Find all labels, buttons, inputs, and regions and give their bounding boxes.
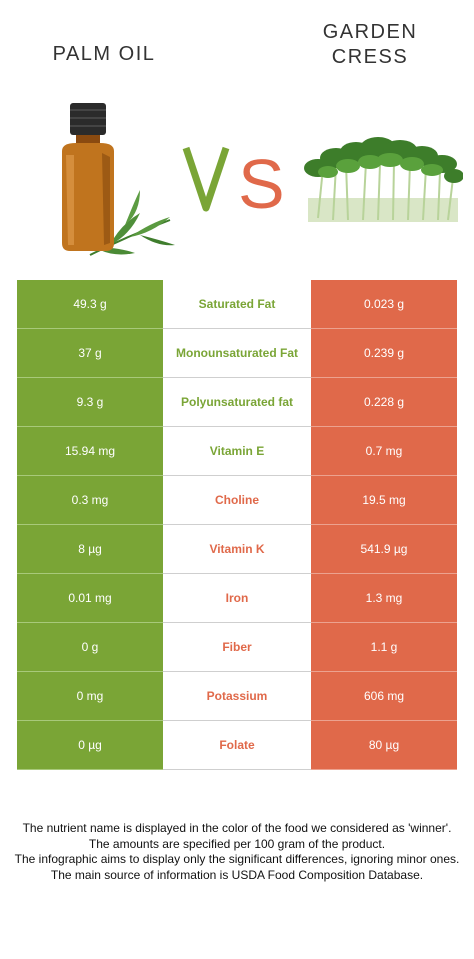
nutrient-name: Saturated Fat bbox=[163, 280, 311, 329]
nutrient-name: Fiber bbox=[163, 623, 311, 672]
garden-cress-illustration bbox=[304, 137, 463, 222]
table-row: 0.3 mg Choline 19.5 mg bbox=[17, 476, 457, 525]
footnote-line: The main source of information is USDA F… bbox=[50, 867, 424, 882]
footnote-line: The amounts are specified per 100 gram o… bbox=[88, 836, 386, 851]
garden-cress-value: 0.023 g bbox=[311, 280, 457, 329]
palm-oil-value: 9.3 g bbox=[17, 378, 163, 427]
palm-oil-value: 0 mg bbox=[17, 672, 163, 721]
nutrient-name: Polyunsaturated fat bbox=[163, 378, 311, 427]
nutrient-name: Monounsaturated Fat bbox=[163, 329, 311, 378]
vs-label: S bbox=[182, 145, 285, 218]
table-row: 8 µg Vitamin K 541.9 µg bbox=[17, 525, 457, 574]
palm-oil-value: 0 µg bbox=[17, 721, 163, 770]
table-row: 49.3 g Saturated Fat 0.023 g bbox=[17, 280, 457, 329]
garden-cress-value: 541.9 µg bbox=[311, 525, 457, 574]
footnote: The nutrient name is displayed in the co… bbox=[10, 821, 464, 883]
garden-cress-value: 19.5 mg bbox=[311, 476, 457, 525]
table-row: 0.01 mg Iron 1.3 mg bbox=[17, 574, 457, 623]
garden-cress-value: 606 mg bbox=[311, 672, 457, 721]
nutrient-name: Choline bbox=[163, 476, 311, 525]
garden-cress-value: 0.239 g bbox=[311, 329, 457, 378]
footnote-line: The nutrient name is displayed in the co… bbox=[22, 821, 452, 835]
palm-oil-value: 0.3 mg bbox=[17, 476, 163, 525]
palm-oil-value: 15.94 mg bbox=[17, 427, 163, 476]
table-row: 15.94 mg Vitamin E 0.7 mg bbox=[17, 427, 457, 476]
oil-bottle-illustration bbox=[62, 103, 175, 256]
nutrient-name: Potassium bbox=[163, 672, 311, 721]
table-row: 0 mg Potassium 606 mg bbox=[17, 672, 457, 721]
table-row: 9.3 g Polyunsaturated fat 0.228 g bbox=[17, 378, 457, 427]
palm-oil-value: 49.3 g bbox=[17, 280, 163, 329]
palm-oil-value: 37 g bbox=[17, 329, 163, 378]
palm-oil-value: 0.01 mg bbox=[17, 574, 163, 623]
garden-cress-value: 1.1 g bbox=[311, 623, 457, 672]
vs-s-letter: S bbox=[238, 145, 285, 218]
table-row: 0 µg Folate 80 µg bbox=[17, 721, 457, 770]
palm-oil-value: 8 µg bbox=[17, 525, 163, 574]
nutrient-name: Vitamin E bbox=[163, 427, 311, 476]
table-row: 37 g Monounsaturated Fat 0.239 g bbox=[17, 329, 457, 378]
food-title-left: PALM OIL bbox=[52, 43, 156, 65]
nutrient-name: Iron bbox=[163, 574, 311, 623]
table-row: 0 g Fiber 1.1 g bbox=[17, 623, 457, 672]
food-title-right: GARDEN CRESS bbox=[322, 21, 418, 68]
herb-leaves-icon bbox=[89, 190, 175, 256]
garden-cress-value: 0.7 mg bbox=[311, 427, 457, 476]
nutrient-comparison-table: 49.3 g Saturated Fat 0.023 g 37 g Monounsatu… bbox=[17, 280, 457, 770]
footnote-line: The infographic aims to display only the… bbox=[14, 852, 460, 866]
garden-cress-value: 80 µg bbox=[311, 721, 457, 770]
garden-cress-value: 0.228 g bbox=[311, 378, 457, 427]
palm-oil-value: 0 g bbox=[17, 623, 163, 672]
nutrient-name: Folate bbox=[163, 721, 311, 770]
garden-cress-value: 1.3 mg bbox=[311, 574, 457, 623]
nutrient-name: Vitamin K bbox=[163, 525, 311, 574]
